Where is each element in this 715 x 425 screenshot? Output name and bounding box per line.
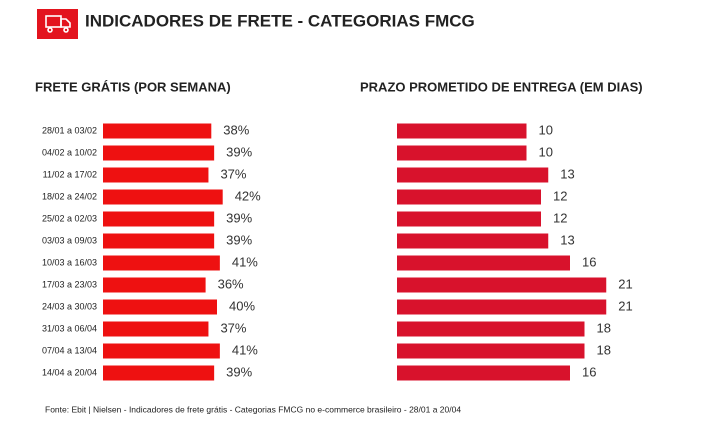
header-icon [37, 9, 78, 39]
bar [103, 211, 215, 227]
source-note: Fonte: Ebit | Nielsen - Indicadores de f… [45, 404, 461, 414]
category-label: 04/02 a 10/02 [42, 147, 97, 157]
bar [103, 123, 212, 139]
category-label: 18/02 a 24/02 [42, 191, 97, 201]
value-label: 13 [560, 166, 574, 181]
value-label: 10 [539, 122, 553, 137]
bar [397, 167, 549, 183]
value-label: 39% [226, 210, 252, 225]
value-label: 10 [539, 144, 553, 159]
bar [103, 167, 209, 183]
bar [397, 123, 527, 139]
category-label: 03/03 a 09/03 [42, 235, 97, 245]
value-label: 39% [226, 364, 252, 379]
value-label: 41% [232, 342, 258, 357]
category-label: 07/04 a 13/04 [42, 345, 97, 355]
category-label: 24/03 a 30/03 [42, 301, 97, 311]
truck-icon [45, 15, 71, 33]
bar [103, 343, 220, 359]
value-label: 41% [232, 254, 258, 269]
chart-title: PRAZO PROMETIDO DE ENTREGA (EM DIAS) [360, 79, 643, 94]
bar [103, 255, 220, 271]
category-label: 31/03 a 06/04 [42, 323, 97, 333]
bar [103, 233, 215, 249]
category-label: 11/02 a 17/02 [43, 169, 97, 179]
value-label: 18 [597, 342, 611, 357]
value-label: 21 [618, 276, 632, 291]
value-label: 12 [553, 210, 567, 225]
bar [103, 277, 206, 293]
bar [397, 277, 607, 293]
bar [397, 255, 570, 271]
bar [397, 299, 607, 315]
value-label: 18 [597, 320, 611, 335]
value-label: 16 [582, 254, 596, 269]
value-label: 39% [226, 144, 252, 159]
category-label: 17/03 a 23/03 [42, 279, 97, 289]
value-label: 39% [226, 232, 252, 247]
value-label: 40% [229, 298, 255, 313]
bar [397, 343, 585, 359]
category-label: 28/01 a 03/02 [42, 125, 97, 135]
value-label: 12 [553, 188, 567, 203]
category-label: 14/04 a 20/04 [42, 367, 97, 377]
bar [397, 365, 570, 381]
value-label: 42% [235, 188, 261, 203]
bar [397, 211, 541, 227]
value-label: 21 [618, 298, 632, 313]
bar [397, 233, 549, 249]
category-label: 10/03 a 16/03 [42, 257, 97, 267]
value-label: 16 [582, 364, 596, 379]
bar [397, 189, 541, 205]
bar [103, 189, 223, 205]
value-label: 38% [223, 122, 249, 137]
bar [103, 365, 215, 381]
bar [103, 299, 217, 315]
value-label: 37% [220, 320, 246, 335]
bar [397, 321, 585, 337]
value-label: 13 [560, 232, 574, 247]
page-title: INDICADORES DE FRETE - CATEGORIAS FMCG [85, 11, 475, 30]
chart-title: FRETE GRÁTIS (POR SEMANA) [35, 79, 231, 94]
bar [397, 145, 527, 161]
bar [103, 321, 209, 337]
category-label: 25/02 a 02/03 [42, 213, 97, 223]
value-label: 37% [220, 166, 246, 181]
value-label: 36% [218, 276, 244, 291]
bar [103, 145, 215, 161]
